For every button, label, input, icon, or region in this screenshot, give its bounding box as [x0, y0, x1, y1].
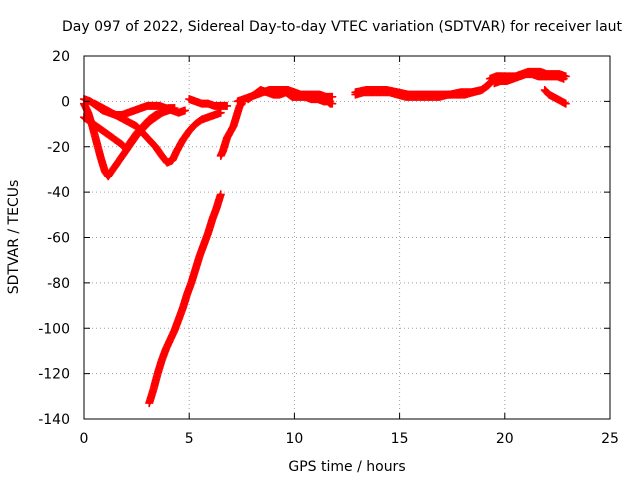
data-point	[216, 190, 225, 199]
series-track-g	[216, 99, 246, 160]
y-tick-label: -60	[47, 231, 70, 247]
y-tick-label: -120	[38, 367, 70, 383]
x-tick-label: 20	[496, 431, 514, 447]
y-tick-label: -100	[38, 321, 70, 337]
series-track-n	[490, 70, 568, 88]
grid	[84, 56, 610, 419]
axis-ticks: 0 5 10 15 20 25 -140 -120 -100 -80 -60 -40 -20 0 20	[38, 49, 619, 447]
series-track-f	[145, 190, 225, 408]
x-tick-label: 25	[601, 431, 619, 447]
series-track-d	[90, 99, 225, 167]
x-tick-label: 10	[285, 431, 303, 447]
y-tick-label: -20	[47, 140, 70, 156]
data-point	[561, 99, 570, 108]
x-tick-label: 0	[80, 431, 89, 447]
chart-title: Day 097 of 2022, Sidereal Day-to-day VTE…	[62, 19, 623, 35]
data-point	[216, 108, 225, 117]
y-tick-label: 0	[61, 94, 70, 110]
y-tick-label: -40	[47, 185, 70, 201]
y-tick-label: -80	[47, 276, 70, 292]
series-track-e	[185, 95, 232, 110]
series-track-o	[540, 86, 570, 108]
y-axis-label: SDTVAR / TECUs	[6, 180, 22, 295]
data-points	[80, 67, 570, 408]
x-tick-label: 5	[185, 431, 194, 447]
x-axis-label: GPS time / hours	[288, 459, 405, 475]
data-point	[180, 106, 189, 115]
data-point	[223, 101, 232, 110]
data-point	[328, 99, 337, 108]
data-point	[559, 74, 568, 83]
y-tick-label: 20	[52, 49, 70, 65]
series-track-j	[324, 97, 337, 108]
data-point	[328, 92, 337, 101]
x-tick-label: 15	[391, 431, 409, 447]
y-tick-label: -140	[38, 412, 70, 428]
data-point	[170, 104, 179, 113]
